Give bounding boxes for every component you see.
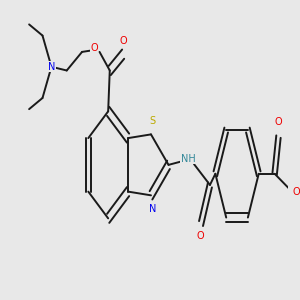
Text: O: O: [292, 187, 300, 196]
Text: O: O: [120, 36, 127, 46]
Text: S: S: [149, 116, 156, 126]
Text: N: N: [48, 62, 55, 72]
Text: NH: NH: [181, 154, 196, 164]
Text: N: N: [149, 204, 156, 214]
Text: O: O: [196, 231, 204, 241]
Text: O: O: [90, 43, 98, 53]
Text: O: O: [275, 117, 282, 127]
